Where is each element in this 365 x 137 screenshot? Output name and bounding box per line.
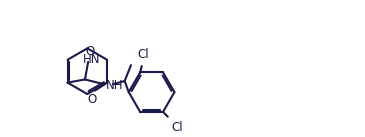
Text: O: O — [88, 93, 97, 106]
Text: Cl: Cl — [171, 122, 182, 134]
Text: NH: NH — [105, 79, 123, 92]
Text: Cl: Cl — [138, 48, 149, 61]
Text: HN: HN — [82, 53, 100, 66]
Text: O: O — [85, 45, 95, 58]
